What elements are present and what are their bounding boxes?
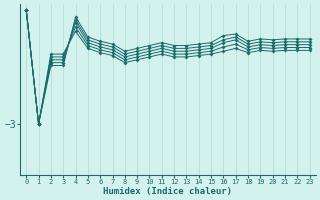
X-axis label: Humidex (Indice chaleur): Humidex (Indice chaleur)	[103, 187, 232, 196]
